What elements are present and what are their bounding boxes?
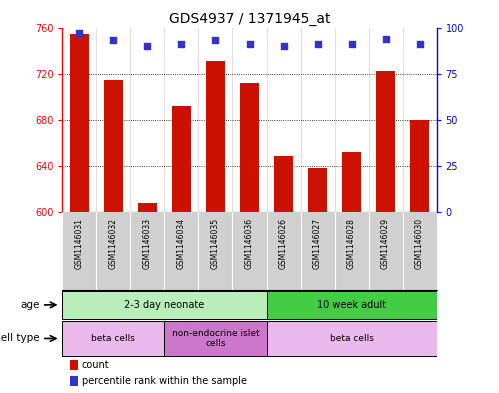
Text: non-endocrine islet
cells: non-endocrine islet cells xyxy=(172,329,259,348)
Point xyxy=(143,43,151,49)
Bar xyxy=(62,321,165,356)
Title: GDS4937 / 1371945_at: GDS4937 / 1371945_at xyxy=(169,13,330,26)
Bar xyxy=(70,360,78,370)
Bar xyxy=(410,119,429,211)
Text: count: count xyxy=(82,360,109,370)
Point xyxy=(279,43,287,49)
Text: GSM1146034: GSM1146034 xyxy=(177,218,186,269)
Point xyxy=(313,41,321,47)
Bar xyxy=(70,376,78,386)
Text: 2-3 day neonate: 2-3 day neonate xyxy=(124,300,205,310)
Bar xyxy=(342,152,361,211)
Bar xyxy=(70,35,89,211)
Bar xyxy=(266,291,437,319)
Text: beta cells: beta cells xyxy=(330,334,374,343)
Text: GSM1146029: GSM1146029 xyxy=(381,218,390,269)
Text: GSM1146035: GSM1146035 xyxy=(211,218,220,269)
Text: GSM1146030: GSM1146030 xyxy=(415,218,424,269)
Point xyxy=(212,37,220,44)
Text: GSM1146036: GSM1146036 xyxy=(245,218,254,269)
Point xyxy=(75,30,83,36)
Bar xyxy=(165,321,266,356)
Bar xyxy=(62,291,266,319)
Bar xyxy=(308,168,327,211)
Point xyxy=(348,41,356,47)
Text: age: age xyxy=(20,300,40,310)
Bar xyxy=(266,321,437,356)
Point xyxy=(382,35,390,42)
Point xyxy=(178,41,186,47)
Text: beta cells: beta cells xyxy=(91,334,135,343)
Bar xyxy=(240,83,259,211)
Bar xyxy=(172,106,191,211)
Text: GSM1146026: GSM1146026 xyxy=(279,218,288,269)
Text: GSM1146031: GSM1146031 xyxy=(75,218,84,269)
Point xyxy=(246,41,253,47)
Text: GSM1146033: GSM1146033 xyxy=(143,218,152,269)
Bar xyxy=(376,71,395,211)
Point xyxy=(416,41,424,47)
Text: GSM1146032: GSM1146032 xyxy=(109,218,118,269)
Text: percentile rank within the sample: percentile rank within the sample xyxy=(82,376,247,386)
Text: 10 week adult: 10 week adult xyxy=(317,300,386,310)
Text: GSM1146027: GSM1146027 xyxy=(313,218,322,269)
Point xyxy=(109,37,117,44)
Bar xyxy=(274,156,293,211)
Bar xyxy=(138,204,157,211)
Bar xyxy=(104,81,123,211)
Text: cell type: cell type xyxy=(0,334,40,343)
Bar xyxy=(206,61,225,211)
Text: GSM1146028: GSM1146028 xyxy=(347,218,356,269)
